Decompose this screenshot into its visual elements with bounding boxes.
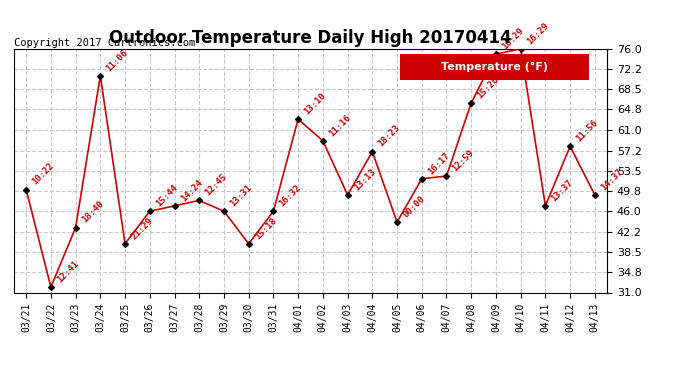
Text: 16:17: 16:17	[426, 151, 451, 176]
Text: 13:31: 13:31	[228, 183, 253, 209]
Text: 12:59: 12:59	[451, 148, 476, 173]
Text: 11:16: 11:16	[327, 113, 353, 138]
Text: 13:13: 13:13	[352, 167, 377, 192]
Text: 16:29: 16:29	[525, 21, 550, 46]
Text: 15:26: 15:26	[475, 75, 501, 100]
Text: 10:22: 10:22	[30, 162, 56, 187]
Text: 12:41: 12:41	[55, 259, 81, 284]
Text: Copyright 2017 Cartronics.com: Copyright 2017 Cartronics.com	[14, 38, 195, 48]
Text: 18:23: 18:23	[377, 123, 402, 149]
Text: 15:18: 15:18	[253, 216, 278, 241]
Text: 13:37: 13:37	[549, 178, 575, 203]
Text: 16:32: 16:32	[277, 183, 303, 209]
Title: Outdoor Temperature Daily High 20170414: Outdoor Temperature Daily High 20170414	[109, 29, 512, 47]
Text: 14:24: 14:24	[179, 178, 204, 203]
Text: 15:44: 15:44	[154, 183, 179, 209]
Text: 12:45: 12:45	[204, 172, 229, 198]
Text: 11:56: 11:56	[574, 118, 600, 144]
Text: 18:40: 18:40	[80, 200, 105, 225]
Text: 16:29: 16:29	[500, 26, 526, 51]
Text: 21:29: 21:29	[129, 216, 155, 241]
Text: 14:37: 14:37	[599, 167, 624, 192]
Text: 00:00: 00:00	[401, 194, 426, 219]
Text: 13:10: 13:10	[302, 91, 328, 116]
Text: 11:06: 11:06	[104, 48, 130, 73]
